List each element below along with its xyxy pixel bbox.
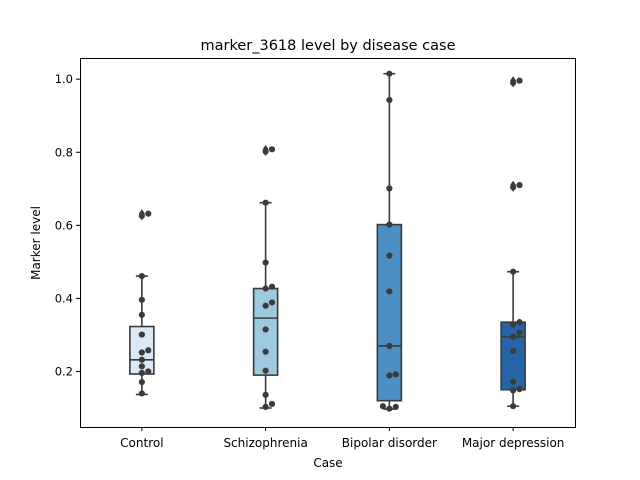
data-point [138, 390, 145, 397]
data-point [262, 259, 269, 266]
data-point [138, 212, 145, 219]
data-point [138, 296, 145, 303]
data-point [138, 369, 145, 377]
data-point [138, 349, 145, 356]
data-point [262, 148, 269, 155]
y-tick-label: 0.2 [55, 364, 73, 378]
data-point [379, 403, 387, 410]
data-point [268, 283, 276, 290]
data-point [138, 273, 145, 280]
data-point [262, 326, 269, 333]
data-point [510, 321, 517, 328]
data-point [262, 285, 269, 292]
x-tick-label: Bipolar disorder [342, 436, 437, 450]
data-point [510, 333, 517, 340]
x-tick-label: Control [120, 436, 163, 450]
box-group [376, 72, 403, 410]
y-axis-label: Marker level [29, 206, 43, 280]
data-point [510, 347, 517, 355]
data-point [268, 400, 276, 408]
data-point [262, 391, 269, 398]
plot-area [129, 70, 526, 412]
data-point [510, 387, 517, 394]
y-tick-label: 0.8 [55, 145, 73, 159]
chart-title: marker_3618 level by disease case [201, 38, 456, 54]
y-tick-label: 1.0 [55, 72, 73, 86]
data-point [262, 348, 269, 355]
data-point [138, 331, 145, 338]
y-axis: 0.2 0.4 0.6 0.8 1.0 [55, 72, 80, 378]
data-point [268, 299, 276, 306]
data-point [262, 367, 269, 374]
plot-frame [80, 58, 576, 428]
x-axis: Control Schizophrenia Bipolar disorder Majo… [120, 427, 564, 450]
data-point [386, 70, 393, 77]
data-point [386, 342, 393, 349]
x-tick-label: Schizophrenia [223, 436, 307, 450]
data-point [516, 319, 523, 326]
data-point [138, 363, 145, 370]
data-point [510, 79, 517, 86]
data-point [138, 378, 145, 386]
data-point [145, 210, 152, 217]
data-point [138, 356, 145, 363]
y-tick-label: 0.4 [55, 291, 73, 305]
data-point [510, 268, 517, 275]
y-tick-label: 0.6 [55, 218, 73, 232]
data-point [510, 184, 517, 191]
data-point [516, 182, 523, 189]
box-group [500, 76, 526, 407]
data-point [386, 405, 393, 412]
data-point [386, 221, 393, 228]
data-point [386, 185, 393, 192]
data-point [262, 403, 269, 411]
data-point [510, 403, 517, 410]
data-point [262, 199, 269, 206]
data-point [138, 311, 145, 318]
data-point [268, 146, 276, 153]
data-point [386, 96, 393, 104]
data-point [386, 372, 393, 379]
data-point [386, 252, 393, 259]
x-axis-label: Case [313, 456, 342, 470]
data-point [392, 371, 399, 378]
data-point [386, 288, 393, 295]
data-point [145, 347, 152, 354]
data-point [145, 368, 152, 375]
data-point [262, 302, 269, 309]
data-point [516, 77, 523, 84]
data-point [516, 329, 523, 336]
data-point [510, 378, 517, 385]
data-point [516, 385, 523, 393]
x-tick-label: Major depression [462, 436, 565, 450]
data-point [392, 403, 399, 411]
